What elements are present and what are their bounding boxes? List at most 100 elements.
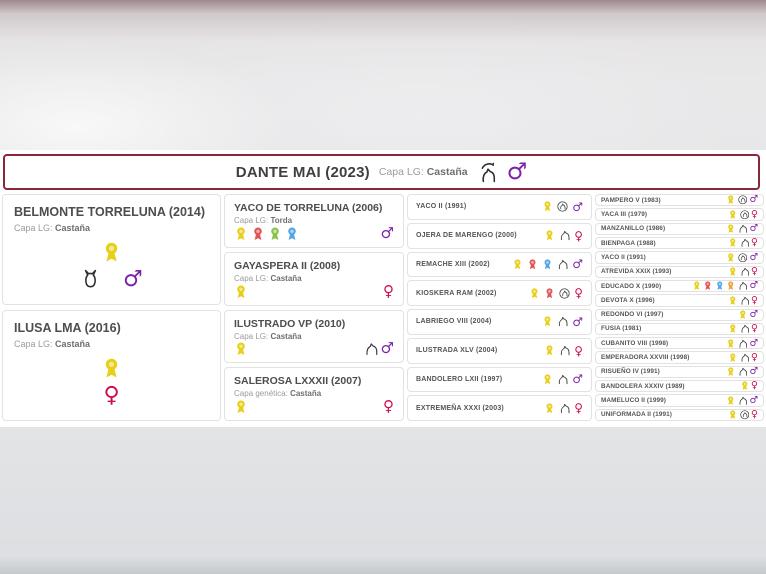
ancestor-coat: Capa genética: Castaña (234, 389, 394, 398)
ancestor-card[interactable]: SALEROSA LXXXII (2007) Capa genética: Ca… (224, 367, 404, 421)
rosette-award-icon (285, 227, 299, 241)
ancestor-card[interactable]: ATREVIDA XXIX (1993) ♀ (595, 265, 764, 278)
horse-head-circle-icon (739, 210, 750, 220)
horse-head-icon (557, 316, 568, 327)
coat-label: Capa LG: (378, 166, 424, 178)
ancestor-coat: Capa LG: Castaña (14, 339, 209, 349)
male-icon: ♂ (123, 266, 143, 292)
male-icon: ♂ (749, 280, 758, 292)
ancestor-card[interactable]: RISUEÑO IV (1991) ♂ (595, 365, 764, 379)
ancestor-card[interactable]: FUSIA (1981) ♀ (595, 322, 764, 336)
sex-group: ♀ (383, 283, 394, 299)
ancestor-name: LABRIEGO VIII (2004) (416, 318, 492, 326)
ancestor-card[interactable]: EMPERADORA XXVIII (1998) ♀ (595, 351, 764, 364)
ancestor-name: EMPERADORA XXVIII (1998) (601, 354, 690, 362)
rosette-award-icon (234, 342, 248, 356)
rosette-group (234, 400, 248, 414)
pedigree-panel: DANTE MAI (2023) Capa LG: Castaña ♂ BELM… (0, 150, 766, 427)
ancestor-card-sire[interactable]: BELMONTE TORRELUNA (2014) Capa LG: Casta… (2, 194, 221, 305)
ancestor-card[interactable]: REDONDO VI (1997) ♂ (595, 308, 764, 321)
subject-card[interactable]: DANTE MAI (2023) Capa LG: Castaña ♂ (3, 154, 760, 190)
coat-label: Capa LG: (14, 223, 53, 233)
ancestor-name: ILUSA LMA (2016) (14, 321, 121, 335)
male-icon: ♂ (749, 394, 758, 406)
rosette-award-icon (234, 285, 248, 299)
rosette-award-icon (234, 400, 248, 414)
rosette-group (234, 227, 299, 241)
horse-head-icon (738, 396, 748, 406)
female-icon: ♀ (574, 401, 583, 416)
ancestor-card[interactable]: KIOSKERA RAM (2002) ♀ (407, 280, 592, 306)
rosette-award-icon (544, 288, 555, 299)
ancestor-icons: ♀ (544, 402, 583, 414)
ancestor-icons: ♂ (726, 396, 758, 406)
ancestor-card[interactable]: BANDOLERA XXXIV (1989) ♀ (595, 380, 764, 393)
ancestor-card[interactable]: PAMPERO V (1983) ♂ (595, 194, 764, 207)
ancestor-icons: ♂ (726, 339, 758, 349)
ancestor-card[interactable]: CUBANITO VIII (1998) ♂ (595, 337, 764, 350)
ancestor-icons: ♂ (542, 201, 583, 213)
ancestor-card[interactable]: LABRIEGO VIII (2004) ♂ (407, 309, 592, 335)
ancestor-card[interactable]: YACO II (1991) ♂ (407, 194, 592, 220)
rosette-award-icon (542, 374, 553, 385)
ancestor-icons: ♂ (14, 233, 209, 296)
ancestor-card[interactable]: YACA III (1979) ♀ (595, 208, 764, 221)
ancestor-name: PAMPERO V (1983) (601, 196, 661, 204)
sex-group: ♀ (383, 399, 394, 414)
ancestor-name: CUBANITO VIII (1998) (601, 339, 669, 347)
ancestor-card[interactable]: ILUSTRADA XLV (2004) ♀ (407, 337, 592, 364)
horse-head-icon (740, 238, 750, 248)
ancestor-name: OJERA DE MARENGO (2000) (416, 232, 517, 240)
horse-head-icon (740, 353, 750, 363)
rosette-award-icon (527, 259, 538, 270)
ancestor-icons: ♂ (726, 367, 758, 377)
ancestor-card[interactable]: BIENPAGA (1988) ♀ (595, 236, 764, 250)
coat-label: Capa LG: (234, 273, 269, 283)
ancestor-card[interactable]: YACO DE TORRELUNA (2006) Capa LG: Torda … (224, 194, 404, 248)
ancestor-card[interactable]: ILUSTRADO VP (2010) Capa LG: Castaña ♂ (224, 309, 404, 364)
ancestor-icons: ♀ (728, 296, 758, 306)
ancestor-icons: ♂ (726, 224, 758, 234)
coat-label: Capa LG: (234, 216, 269, 225)
ancestor-card-dam[interactable]: ILUSA LMA (2016) Capa LG: Castaña ♀ (2, 310, 221, 421)
female-icon: ♀ (103, 382, 120, 408)
rosette-award-icon (542, 259, 553, 270)
horse-head-icon (738, 339, 748, 349)
male-icon: ♂ (572, 314, 583, 329)
ancestor-card[interactable]: GAYASPERA II (2008) Capa LG: Castaña ♀ (224, 251, 404, 306)
ancestor-card[interactable]: REMACHE XIII (2002) ♂ (407, 251, 592, 278)
coat-value: Castaña (55, 339, 91, 349)
rosette-award-icon (726, 338, 736, 349)
female-icon: ♀ (574, 343, 583, 358)
ancestor-name: BANDOLERA XXXIV (1989) (601, 382, 685, 390)
coat-value: Castaña (270, 331, 302, 341)
rosette-award-icon (542, 201, 553, 212)
horse-head-icon (740, 296, 750, 306)
rosette-group (101, 242, 122, 263)
female-icon: ♀ (751, 351, 758, 363)
ancestor-coat: Capa LG: Castaña (234, 332, 394, 341)
horse-head-circle-icon (559, 288, 570, 299)
ancestor-icons: ♀ (529, 287, 583, 299)
ancestor-card[interactable]: DEVOTA X (1996) ♀ (595, 294, 764, 307)
ancestor-card[interactable]: OJERA DE MARENGO (2000) ♀ (407, 222, 592, 249)
ancestor-icons: ♂ (542, 316, 583, 328)
ancestor-icons: ♂ (726, 253, 758, 263)
ancestor-card[interactable]: EDUCADO X (1990) ♂ (595, 279, 764, 293)
ancestor-card[interactable]: YACO II (1991) ♂ (595, 251, 764, 264)
female-icon: ♀ (751, 265, 758, 277)
female-icon: ♀ (751, 380, 758, 392)
male-icon: ♂ (380, 339, 394, 358)
coat-label: Capa LG: (234, 331, 269, 341)
ancestor-icons: ♀ (14, 349, 209, 412)
rosette-group (234, 342, 248, 356)
rosette-award-icon (692, 281, 702, 291)
ancestor-card[interactable]: EXTREMEÑA XXXI (2003) ♀ (407, 395, 592, 421)
horse-head-circle-icon (738, 252, 748, 263)
ancestor-card[interactable]: BANDOLERO LXII (1997) ♂ (407, 366, 592, 393)
subject-coat: Capa LG: Castaña (379, 166, 468, 178)
rosette-award-icon (234, 227, 248, 241)
ancestor-card[interactable]: UNIFORMADA II (1991) ♀ (595, 408, 764, 421)
ancestor-card[interactable]: MANZANILLO (1986) ♂ (595, 222, 764, 235)
ancestor-card[interactable]: MAMELUCO II (1999) ♂ (595, 394, 764, 407)
